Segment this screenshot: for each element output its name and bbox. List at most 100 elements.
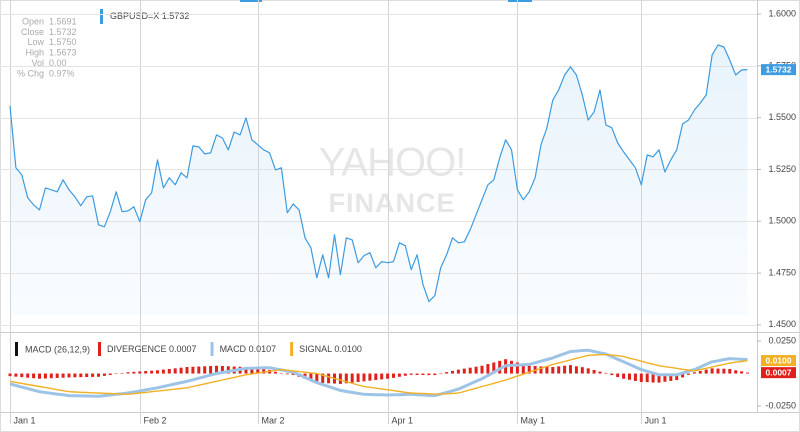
bar: [610, 373, 614, 376]
bar: [397, 373, 401, 377]
bar: [203, 366, 207, 374]
info-label: Low: [27, 37, 44, 47]
bar: [380, 373, 384, 380]
bar: [710, 368, 714, 374]
bar: [274, 371, 277, 374]
info-value: 1.5673: [49, 48, 77, 58]
bar: [291, 373, 295, 375]
bar: [97, 373, 100, 377]
bar: [73, 373, 77, 378]
bar: [321, 373, 325, 383]
bar: [114, 373, 118, 375]
bar: [156, 370, 159, 374]
value-marker: [761, 367, 796, 379]
bar: [675, 373, 679, 381]
bar: [669, 373, 673, 381]
legend-swatch: [98, 342, 101, 356]
bar: [403, 373, 407, 376]
legend-entry: MACD 0.0107: [220, 344, 277, 354]
bar: [262, 369, 266, 374]
bar: [657, 373, 661, 383]
bar: [639, 373, 643, 382]
x-tick-label: Mar 2: [262, 415, 285, 425]
bar: [392, 373, 395, 378]
bar: [279, 373, 283, 375]
bar: [61, 373, 65, 378]
bar: [527, 365, 531, 374]
bar: [197, 366, 201, 374]
bar: [722, 368, 726, 374]
bar: [55, 373, 59, 378]
bar: [574, 366, 578, 374]
legend-entry: GBPUSD=X 1.5732: [110, 11, 189, 21]
bar: [474, 366, 478, 374]
bar: [698, 370, 702, 374]
y-tick-label: 1.5000: [768, 216, 796, 226]
line: [9, 354, 748, 395]
bar: [462, 368, 466, 374]
bar: [8, 373, 12, 377]
bar: [102, 373, 106, 376]
x-tick-label: Jun 1: [645, 415, 667, 425]
bar: [598, 371, 602, 374]
legend-name: SIGNAL: [299, 344, 332, 354]
x-tick-label: Apr 1: [392, 415, 414, 425]
bar: [167, 368, 171, 374]
y-tick-label: 1.4750: [768, 267, 796, 277]
value-marker-label: 0.0007: [766, 367, 792, 377]
bar: [545, 366, 549, 374]
bar: [327, 373, 331, 384]
x-tick-label: Feb 2: [144, 415, 167, 425]
info-value: 1.5691: [49, 16, 77, 26]
bar: [687, 373, 690, 375]
bar: [132, 371, 136, 374]
value-marker-label: 1.5732: [766, 64, 792, 74]
event-marker: [508, 0, 532, 2]
bar: [492, 362, 496, 374]
bar: [126, 372, 130, 374]
bar: [173, 368, 177, 374]
bar: [150, 370, 154, 374]
bar: [734, 370, 738, 374]
bar: [521, 364, 525, 374]
bar: [439, 373, 443, 375]
bar: [681, 373, 685, 378]
bar: [569, 365, 572, 374]
legend-swatch: [210, 342, 214, 356]
legend-swatch: [15, 342, 18, 356]
bar: [120, 373, 124, 374]
area: [10, 45, 748, 315]
info-box: Open 1.5691 Close 1.5732 Low 1.5750 High 1.5673…: [17, 16, 77, 78]
bar: [616, 373, 620, 378]
y-tick-label: 1.5250: [768, 164, 796, 174]
bar: [49, 373, 53, 379]
bar: [468, 367, 472, 374]
bar: [350, 373, 354, 383]
bar: [692, 372, 696, 374]
bar: [20, 373, 24, 378]
y-tick-label: 1.5500: [768, 112, 796, 122]
bar: [26, 373, 30, 378]
bar: [386, 373, 390, 379]
bar: [592, 370, 596, 374]
bar: [209, 366, 213, 374]
bar: [586, 368, 590, 374]
legend-swatch: [290, 342, 294, 356]
legend-entry: DIVERGENCE 0.0007: [107, 344, 197, 354]
info-label: High: [25, 48, 44, 58]
bar: [43, 373, 47, 379]
legend-name: GBPUSD=X: [110, 11, 159, 21]
bar: [309, 373, 313, 381]
x-tick-label: May 1: [521, 415, 546, 425]
value-marker-label: 0.0100: [766, 355, 792, 365]
bar: [179, 367, 183, 374]
line: [9, 44, 748, 303]
info-value: 1.5732: [49, 27, 77, 37]
info-label: Open: [22, 16, 44, 26]
bar: [539, 366, 543, 374]
info-label: % Chg: [17, 68, 44, 78]
x-tick-label: Jan 1: [14, 415, 36, 425]
legend-swatch: [100, 9, 103, 24]
bar: [244, 367, 248, 374]
